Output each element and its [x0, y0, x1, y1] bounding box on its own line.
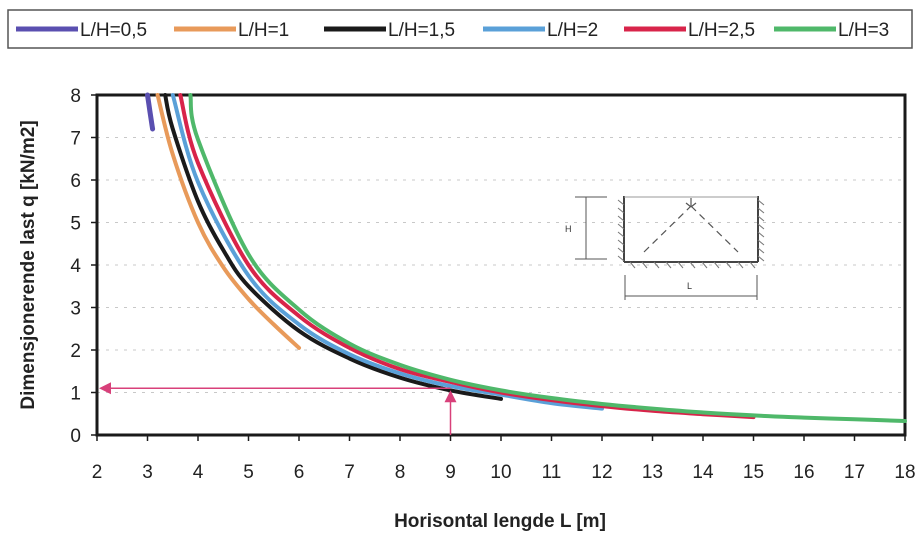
x-tick-label: 8 [395, 462, 406, 483]
x-tick-label: 9 [445, 462, 456, 483]
y-tick-label: 2 [70, 341, 81, 362]
legend-label-5: L/H=2,5 [688, 20, 755, 41]
series-line-5 [178, 93, 756, 420]
x-tick-label: 10 [490, 462, 511, 483]
x-tick-label: 6 [294, 462, 305, 483]
legend-box [7, 9, 913, 49]
x-tick-label: 15 [743, 462, 764, 483]
x-axis-title: Horisontal lengde L [m] [394, 511, 606, 532]
x-axis-ticks: 2 3 4 5 6 7 8 9 10 11 12 13 14 15 16 17 18 [92, 435, 916, 483]
y-tick-label: 8 [70, 86, 81, 107]
y-tick-label: 5 [70, 214, 81, 235]
series-line-3 [163, 93, 503, 401]
x-tick-label: 13 [642, 462, 663, 483]
series-lines [145, 92, 907, 423]
legend-label-1: L/H=0,5 [80, 20, 147, 41]
series-line-4 [170, 93, 604, 411]
inset-height-label: H [565, 224, 572, 234]
x-tick-label: 12 [591, 462, 612, 483]
gridlines [97, 137, 905, 393]
x-tick-label: 7 [344, 462, 355, 483]
y-axis-title: Dimensjonerende last q [kN/m2] [18, 120, 39, 409]
y-axis-ticks: 0 1 2 3 4 5 6 7 8 [70, 86, 97, 447]
legend-label-2: L/H=1 [238, 20, 289, 41]
annotation-left-arrowhead [99, 382, 111, 395]
y-tick-label: 0 [70, 426, 81, 447]
y-tick-label: 3 [70, 299, 81, 320]
y-tick-label: 7 [70, 129, 81, 150]
x-tick-label: 2 [92, 462, 103, 483]
legend-label-6: L/H=3 [838, 20, 889, 41]
series-line-1 [145, 92, 156, 132]
inset-length-label: L [687, 281, 692, 291]
legend-label-3: L/H=1,5 [388, 20, 455, 41]
x-tick-label: 17 [844, 462, 865, 483]
x-tick-label: 18 [894, 462, 915, 483]
inset-diagram: H L [565, 196, 765, 300]
x-tick-label: 14 [692, 462, 714, 483]
x-tick-label: 3 [142, 462, 153, 483]
y-tick-label: 4 [70, 256, 81, 277]
y-tick-label: 6 [70, 171, 81, 192]
annotation-up-arrowhead [444, 390, 457, 403]
legend: L/H=0,5 L/H=1 L/H=1,5 L/H=2 L/H=2,5 L/H=3 [16, 20, 889, 41]
legend-label-4: L/H=2 [547, 20, 598, 41]
x-tick-label: 11 [542, 462, 562, 483]
x-tick-label: 5 [243, 462, 254, 483]
series-line-2 [155, 93, 301, 350]
inset-hatching [617, 199, 765, 269]
series-line-6 [188, 93, 907, 423]
reading-annotation [99, 382, 457, 435]
x-tick-label: 16 [793, 462, 814, 483]
y-tick-label: 1 [70, 384, 81, 405]
x-tick-label: 4 [193, 462, 204, 483]
